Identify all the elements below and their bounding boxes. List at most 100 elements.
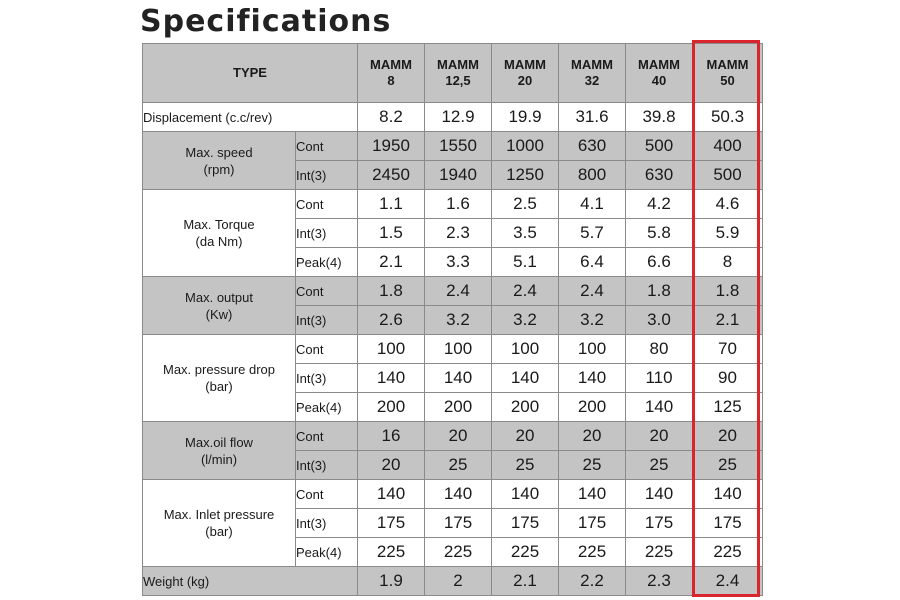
table-cell: 70 xyxy=(692,334,763,364)
table-cell: 175 xyxy=(558,508,626,538)
table-cell: 200 xyxy=(424,392,492,422)
table-cell: 3.2 xyxy=(424,305,492,335)
table-cell: 80 xyxy=(625,334,693,364)
table-cell: 90 xyxy=(692,363,763,393)
displacement-row: Displacement (c.c/rev) 8.2 12.9 19.9 31.… xyxy=(142,102,763,132)
table-cell: 2.3 xyxy=(424,218,492,248)
table-cell: 225 xyxy=(424,537,492,567)
model-name: MAMM xyxy=(437,57,479,72)
table-cell: 225 xyxy=(625,537,693,567)
sub-label: Peak(4) xyxy=(295,247,358,277)
table-cell: 225 xyxy=(357,537,425,567)
table-cell: 2 xyxy=(424,566,492,596)
table-cell: 3.3 xyxy=(424,247,492,277)
model-name: MAMM xyxy=(504,57,546,72)
table-cell: 16 xyxy=(357,421,425,451)
torque-label: Max. Torque (da Nm) xyxy=(142,189,296,277)
sub-label: Cont xyxy=(295,334,358,364)
param-name: Max. output xyxy=(185,289,253,305)
table-cell: 500 xyxy=(625,131,693,161)
model-header: MAMM 40 xyxy=(625,43,693,103)
param-unit: (rpm) xyxy=(203,161,235,177)
table-cell: 2.1 xyxy=(357,247,425,277)
param-name: Max. pressure drop xyxy=(163,362,275,377)
table-cell: 20 xyxy=(692,421,763,451)
table-cell: 25 xyxy=(424,450,492,480)
torque-row: Max. Torque (da Nm) Cont 1.1 1.6 2.5 4.1 … xyxy=(142,189,763,277)
table-cell: 2.4 xyxy=(491,276,559,306)
table-cell: 2450 xyxy=(357,160,425,190)
table-cell: 140 xyxy=(424,363,492,393)
table-cell: 140 xyxy=(625,479,693,509)
table-cell: 3.5 xyxy=(491,218,559,248)
table-cell: 2.2 xyxy=(558,566,626,596)
table-cell: 4.6 xyxy=(692,189,763,219)
param-name: Max. speed xyxy=(185,144,253,160)
inlet-pressure-label: Max. Inlet pressure (bar) xyxy=(142,479,296,567)
table-cell: 100 xyxy=(424,334,492,364)
model-size: 50 xyxy=(720,73,735,88)
table-cell: 2.3 xyxy=(625,566,693,596)
speed-row: Max. speed (rpm) Cont 1950 1550 1000 630 … xyxy=(142,131,763,190)
sub-label: Cont xyxy=(295,421,358,451)
displacement-label: Displacement (c.c/rev) xyxy=(142,102,358,132)
sub-label: Int(3) xyxy=(295,218,358,248)
table-cell: 5.1 xyxy=(491,247,559,277)
model-name: MAMM xyxy=(638,57,680,72)
torque-row: Int(3) 1.5 2.3 3.5 5.7 5.8 5.9 xyxy=(143,218,763,248)
table-cell: 19.9 xyxy=(491,102,559,132)
weight-label: Weight (kg) xyxy=(142,566,358,596)
table-cell: 140 xyxy=(491,363,559,393)
table-cell: 25 xyxy=(625,450,693,480)
table-cell: 140 xyxy=(692,479,763,509)
inlet-pressure-row: Int(3) 175 175 175 175 175 175 xyxy=(143,508,763,538)
param-unit: (da Nm) xyxy=(195,234,243,249)
table-cell: 5.9 xyxy=(692,218,763,248)
table-cell: 630 xyxy=(558,131,626,161)
table-cell: 500 xyxy=(692,160,763,190)
model-header: MAMM 32 xyxy=(558,43,626,103)
sub-label: Int(3) xyxy=(295,363,358,393)
table-cell: 20 xyxy=(491,421,559,451)
sub-label: Int(3) xyxy=(295,305,358,335)
table-cell: 2.5 xyxy=(491,189,559,219)
sub-label: Cont xyxy=(295,276,358,306)
sub-label: Peak(4) xyxy=(295,537,358,567)
table-cell: 39.8 xyxy=(625,102,693,132)
table-cell: 125 xyxy=(692,392,763,422)
model-size: 20 xyxy=(517,73,533,88)
param-unit: (Kw) xyxy=(205,306,233,322)
table-cell: 8 xyxy=(692,247,763,277)
table-cell: 3.2 xyxy=(491,305,559,335)
inlet-pressure-row: Peak(4) 225 225 225 225 225 225 xyxy=(143,537,763,567)
oil-flow-label: Max.oil flow (l/min) xyxy=(142,421,296,480)
param-name: Max. Inlet pressure xyxy=(163,507,275,522)
weight-row: Weight (kg) 1.9 2 2.1 2.2 2.3 2.4 xyxy=(142,566,763,596)
table-cell: 1.8 xyxy=(692,276,763,306)
inlet-pressure-row: Max. Inlet pressure (bar) Cont 140 140 14… xyxy=(142,479,763,567)
table-cell: 140 xyxy=(491,479,559,509)
param-unit: (bar) xyxy=(205,379,233,394)
table-cell: 225 xyxy=(558,537,626,567)
model-name: MAMM xyxy=(370,57,412,72)
table-cell: 2.1 xyxy=(491,566,559,596)
specifications-table: TYPE MAMM 8 MAMM 12,5 MAMM 20 MAMM 32 MAMM 40… xyxy=(142,43,763,596)
param-unit: (l/min) xyxy=(200,451,238,467)
table-cell: 100 xyxy=(491,334,559,364)
table-cell: 1950 xyxy=(357,131,425,161)
table-cell: 6.4 xyxy=(558,247,626,277)
model-header: MAMM 8 xyxy=(357,43,425,103)
pressure-drop-row: Int(3) 140 140 140 140 110 90 xyxy=(143,363,763,393)
model-header: MAMM 20 xyxy=(491,43,559,103)
table-cell: 175 xyxy=(424,508,492,538)
table-cell: 630 xyxy=(625,160,693,190)
table-cell: 140 xyxy=(558,479,626,509)
table-cell: 25 xyxy=(491,450,559,480)
table-cell: 5.8 xyxy=(625,218,693,248)
table-cell: 4.1 xyxy=(558,189,626,219)
table-cell: 1250 xyxy=(491,160,559,190)
table-cell: 140 xyxy=(424,479,492,509)
output-label: Max. output (Kw) xyxy=(142,276,296,335)
model-header-highlighted: MAMM 50 xyxy=(692,43,763,103)
table-cell: 25 xyxy=(558,450,626,480)
